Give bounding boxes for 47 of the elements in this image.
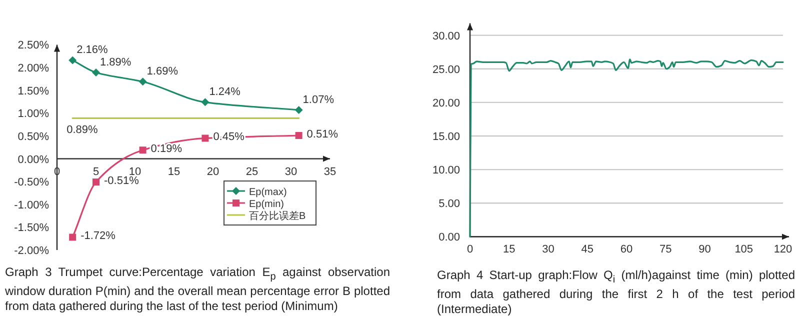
y-tick-label: 15.00 — [432, 131, 460, 143]
x-tick-label: 30 — [542, 244, 554, 256]
y-tick-label: 0.50% — [18, 130, 50, 143]
x-tick-label: 15 — [503, 244, 516, 256]
y-tick-label: 30.00 — [432, 30, 460, 42]
data-label: 1.89% — [100, 56, 132, 69]
y-tick-label: 2.50% — [18, 40, 50, 52]
legend-label: Ep(max) — [249, 187, 287, 198]
legend-label: Ep(min) — [249, 199, 284, 210]
x-tick-label: 75 — [660, 244, 672, 256]
x-tick-label: 60 — [620, 244, 633, 256]
caption: Graph 3 Trumpet curve:Percentage variation E$_{p}$ against observation window duration P(min) and the overall mean percentage error B plotted from data gathered during the last of the test period (Minimum) — [5, 265, 390, 314]
y-tick-label: 0.00% — [18, 154, 50, 166]
data-label: 1.07% — [302, 94, 334, 106]
x-tick-label: 120 — [774, 244, 792, 256]
y-tick-label: 25.00 — [432, 64, 460, 76]
x-tick-label: 15 — [168, 166, 180, 178]
x-tick-label: 105 — [734, 244, 754, 256]
data-label: 0.51% — [306, 128, 338, 140]
data-label: 0.19% — [150, 143, 182, 156]
y-tick-label: 2.00% — [18, 62, 50, 75]
y-tick-label: 1.50% — [18, 85, 50, 98]
y-tick-label: -1.00% — [14, 199, 50, 212]
x-tick-label: 45 — [581, 244, 594, 256]
data-label: -1.72% — [80, 230, 116, 242]
data-label: -0.51% — [104, 175, 140, 188]
x-tick-label: 25 — [246, 166, 258, 178]
data-label: 1.69% — [146, 66, 178, 78]
y-tick-label: -2.00% — [14, 245, 50, 257]
x-tick-label: 90 — [698, 244, 711, 256]
y-tick-label: 1.00% — [18, 108, 50, 120]
x-tick-label: 20 — [206, 166, 220, 178]
data-label: 1.24% — [209, 86, 241, 98]
x-tick-label: 5 — [92, 166, 100, 178]
y-tick-label: -1.50% — [14, 222, 50, 234]
y-tick-label: 5.00 — [438, 198, 460, 210]
data-label: 2.16% — [76, 44, 108, 56]
x-tick-label: 0 — [466, 244, 474, 256]
y-tick-label: 10.00 — [432, 164, 460, 177]
legend-label: 百分比误差B — [249, 210, 306, 222]
x-tick-label: 30 — [284, 166, 298, 178]
caption: Graph 4 Start-up graph:Flow Q$_{i}$ (ml/h)against time (min) plotted from data gathered during the first 2 h of the test period (Intermediate) — [437, 268, 795, 318]
y-tick-label: -0.50% — [14, 176, 50, 189]
x-tick-label: 35 — [324, 166, 336, 178]
y-tick-label: 0.00 — [438, 232, 460, 244]
y-tick-label: 20.00 — [432, 97, 460, 110]
data-label: 0.89% — [66, 124, 98, 136]
